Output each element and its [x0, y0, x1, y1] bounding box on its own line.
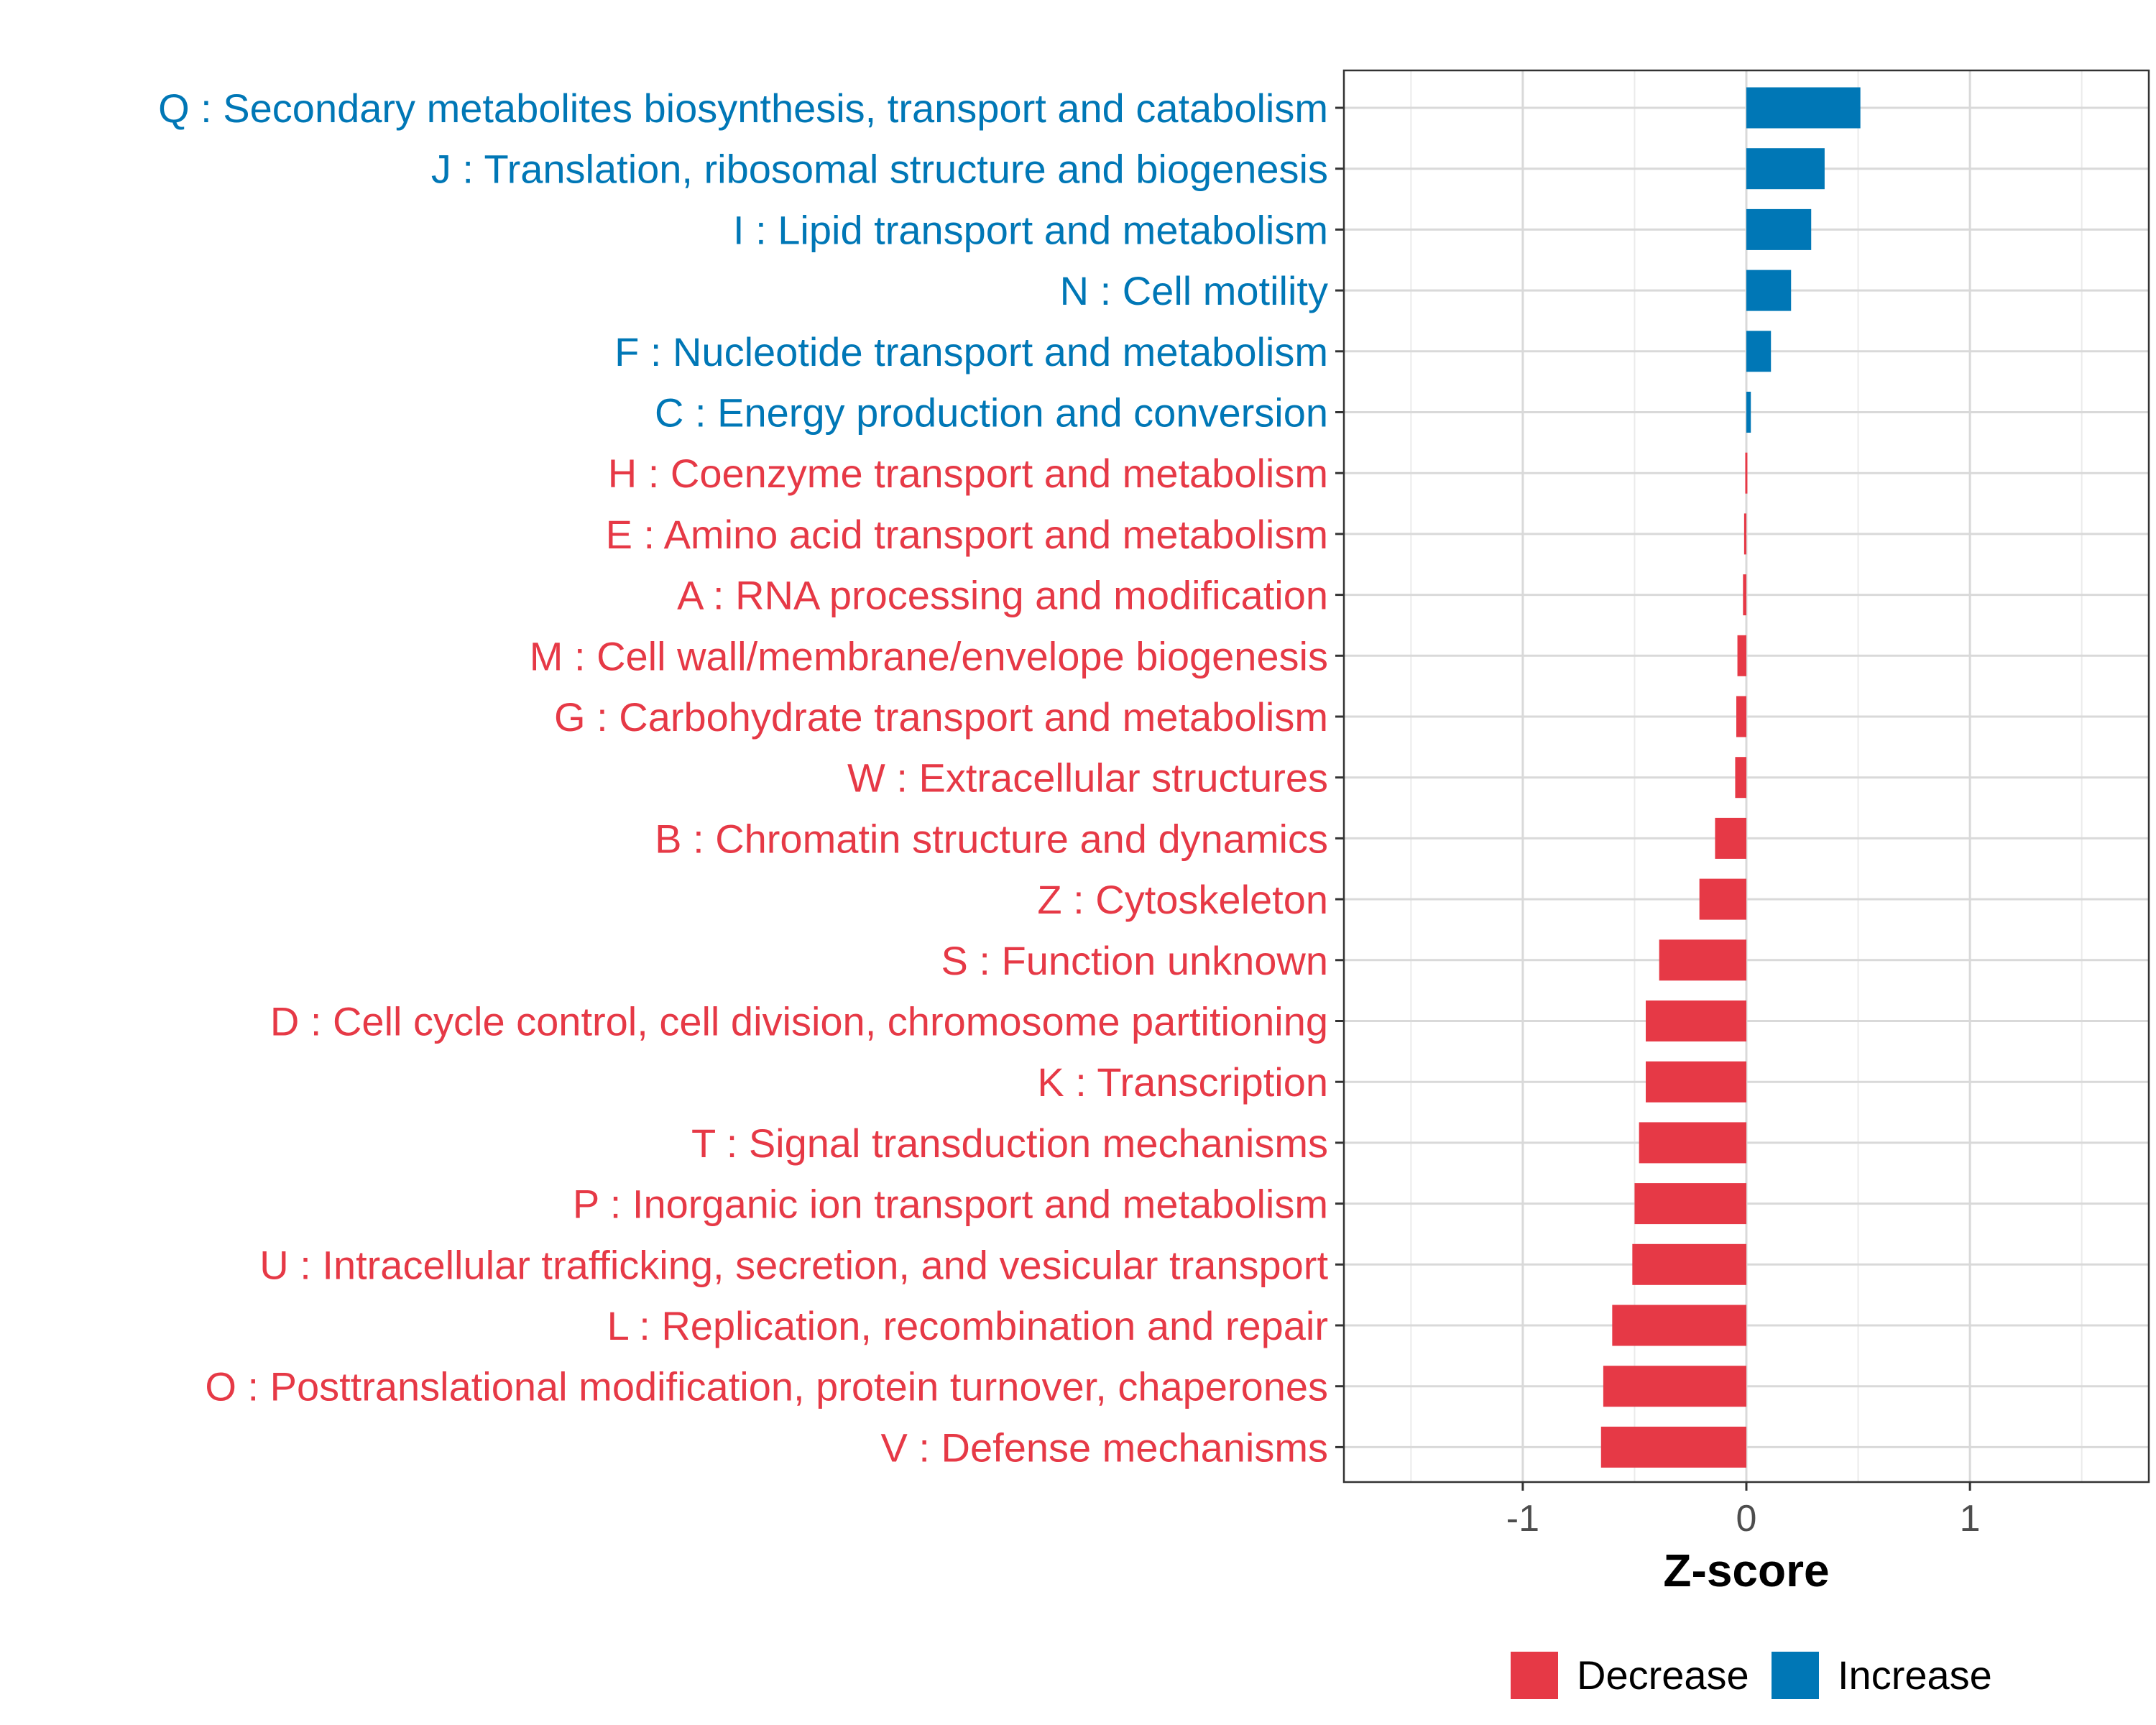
category-label: G : Carbohydrate transport and metabolis…: [554, 694, 1328, 740]
bar: [1646, 1061, 1746, 1103]
category-label: V : Defense mechanisms: [881, 1425, 1328, 1470]
bar: [1603, 1366, 1746, 1407]
bar: [1736, 696, 1746, 737]
category-label: O : Posttranslational modification, prot…: [205, 1364, 1328, 1409]
category-label: P : Inorganic ion transport and metaboli…: [573, 1182, 1328, 1227]
category-label: U : Intracellular trafficking, secretion…: [259, 1242, 1328, 1287]
category-label: H : Coenzyme transport and metabolism: [608, 451, 1328, 496]
bars: [1600, 87, 1861, 1468]
bar: [1743, 513, 1746, 555]
legend-swatch: [1511, 1652, 1558, 1699]
bar: [1746, 148, 1825, 190]
legend-label: Decrease: [1577, 1652, 1749, 1698]
legend-label: Increase: [1838, 1652, 1992, 1698]
category-label: W : Extracellular structures: [847, 755, 1328, 801]
category-label: L : Replication, recombination and repai…: [607, 1303, 1328, 1348]
bar: [1715, 817, 1746, 859]
bar: [1746, 208, 1812, 250]
bar: [1612, 1305, 1746, 1346]
category-label: Z : Cytoskeleton: [1037, 877, 1328, 922]
bar: [1745, 452, 1748, 494]
bar: [1699, 878, 1746, 920]
bar: [1639, 1122, 1746, 1164]
x-tick-label: 0: [1736, 1498, 1757, 1540]
category-label: E : Amino acid transport and metabolism: [606, 512, 1328, 557]
x-tick-label: -1: [1506, 1498, 1539, 1540]
category-label: D : Cell cycle control, cell division, c…: [270, 999, 1328, 1044]
category-label: K : Transcription: [1037, 1059, 1328, 1105]
bar: [1646, 1000, 1746, 1041]
bar: [1746, 392, 1751, 433]
bar: [1659, 939, 1746, 981]
category-label: A : RNA processing and modification: [677, 573, 1328, 618]
bar: [1600, 1426, 1746, 1468]
category-label: M : Cell wall/membrane/envelope biogenes…: [530, 633, 1328, 678]
bar: [1743, 574, 1746, 616]
category-label: T : Signal transduction mechanisms: [691, 1121, 1328, 1166]
category-label: N : Cell motility: [1060, 268, 1328, 313]
bar: [1634, 1183, 1746, 1225]
category-label: B : Chromatin structure and dynamics: [655, 816, 1328, 861]
category-label: Q : Secondary metabolites biosynthesis, …: [158, 86, 1328, 131]
category-label: J : Translation, ribosomal structure and…: [431, 147, 1328, 192]
category-label: I : Lipid transport and metabolism: [733, 207, 1328, 252]
bar: [1632, 1243, 1746, 1285]
x-axis: -1 0 1: [1506, 1482, 1981, 1540]
y-axis: Q : Secondary metabolites biosynthesis, …: [158, 86, 1344, 1470]
legend-swatch: [1772, 1652, 1819, 1699]
bar: [1746, 87, 1861, 129]
legend: Decrease Increase: [1511, 1652, 1992, 1699]
category-label: F : Nucleotide transport and metabolism: [614, 329, 1328, 374]
category-label: C : Energy production and conversion: [655, 390, 1328, 436]
x-tick-label: 1: [1960, 1498, 1981, 1540]
bar: [1746, 270, 1792, 311]
bar: [1737, 635, 1746, 676]
x-axis-title: Z-score: [1663, 1545, 1829, 1596]
bar: [1746, 331, 1772, 372]
bar: [1735, 757, 1746, 799]
category-label: S : Function unknown: [941, 938, 1328, 983]
